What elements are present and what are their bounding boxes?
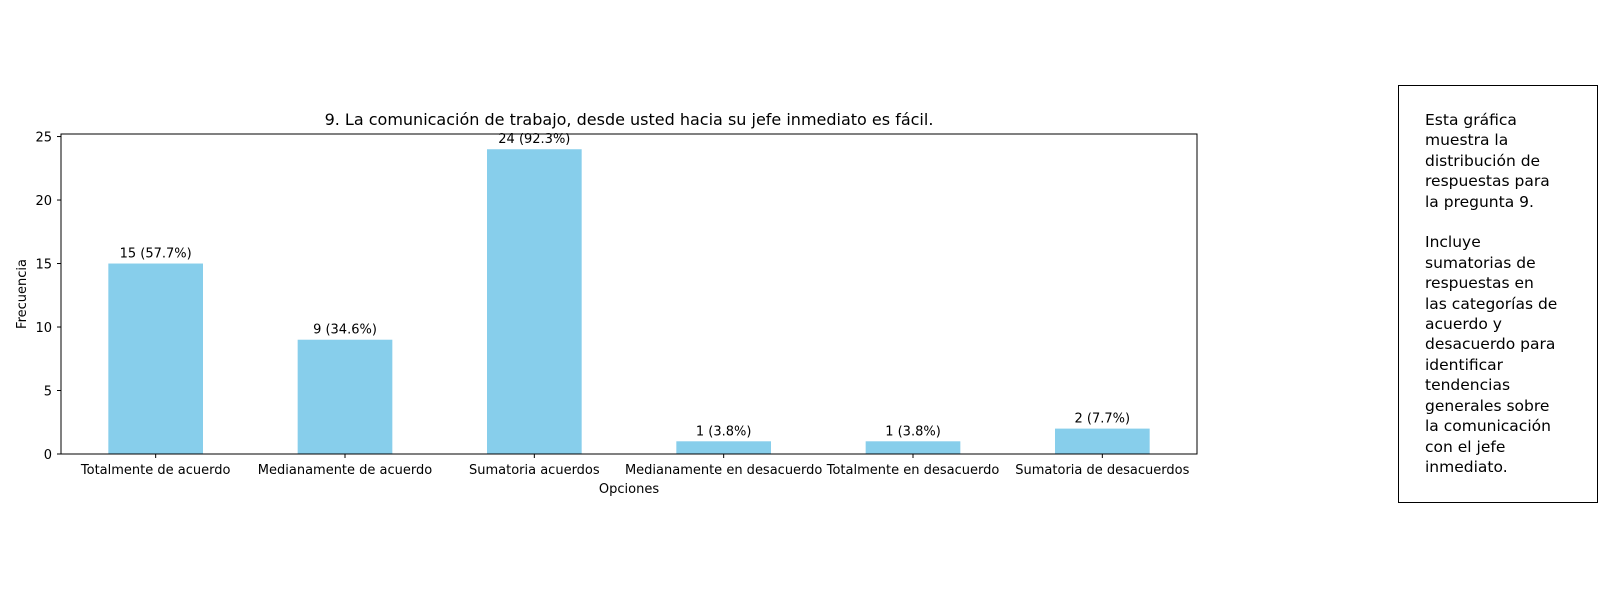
- x-tick-label: Sumatoria de desacuerdos: [1015, 463, 1189, 478]
- y-tick-label: 5: [44, 385, 52, 400]
- y-axis: 0 5 10 15 20 25: [35, 131, 61, 463]
- bar-data-label: 24 (92.3%): [498, 132, 570, 147]
- bars-group: 15 (57.7%) 9 (34.6%) 24 (92.3%) 1 (3.8%) 1 (…: [108, 132, 1150, 454]
- y-tick-label: 20: [35, 194, 52, 209]
- bar: [487, 149, 582, 454]
- x-tick-label: Totalmente en desacuerdo: [826, 463, 1000, 478]
- description-box: Esta gráfica muestra la distribución de …: [1398, 85, 1598, 503]
- x-tick-label: Sumatoria acuerdos: [469, 463, 600, 478]
- y-axis-label: Frecuencia: [15, 259, 30, 329]
- y-tick-label: 15: [35, 258, 52, 273]
- bar: [108, 263, 203, 454]
- x-axis-label: Opciones: [599, 482, 659, 497]
- description-text: Esta gráfica muestra la distribución de …: [1425, 111, 1558, 476]
- bar-data-label: 1 (3.8%): [885, 424, 941, 439]
- bar-data-label: 9 (34.6%): [313, 323, 377, 338]
- bar: [297, 339, 393, 454]
- bar-data-label: 1 (3.8%): [696, 424, 752, 439]
- plot-frame: [60, 133, 1198, 455]
- bar-data-label: 15 (57.7%): [120, 247, 192, 262]
- x-tick-label: Medianamente de acuerdo: [258, 463, 432, 478]
- y-tick-label: 0: [44, 448, 52, 463]
- bar: [676, 441, 771, 454]
- bar-data-label: 2 (7.7%): [1075, 412, 1131, 427]
- x-tick-label: Totalmente de acuerdo: [80, 463, 231, 478]
- y-tick-label: 25: [35, 131, 52, 146]
- y-tick-label: 10: [35, 321, 52, 336]
- chart-title: 9. La comunicación de trabajo, desde ust…: [325, 110, 934, 129]
- bar-chart: 9. La comunicación de trabajo, desde ust…: [15, 110, 1198, 497]
- bar: [1055, 428, 1150, 454]
- x-tick-label: Medianamente en desacuerdo: [625, 463, 822, 478]
- x-axis: Totalmente de acuerdo Medianamente de acu…: [80, 454, 1190, 478]
- bar: [865, 441, 961, 454]
